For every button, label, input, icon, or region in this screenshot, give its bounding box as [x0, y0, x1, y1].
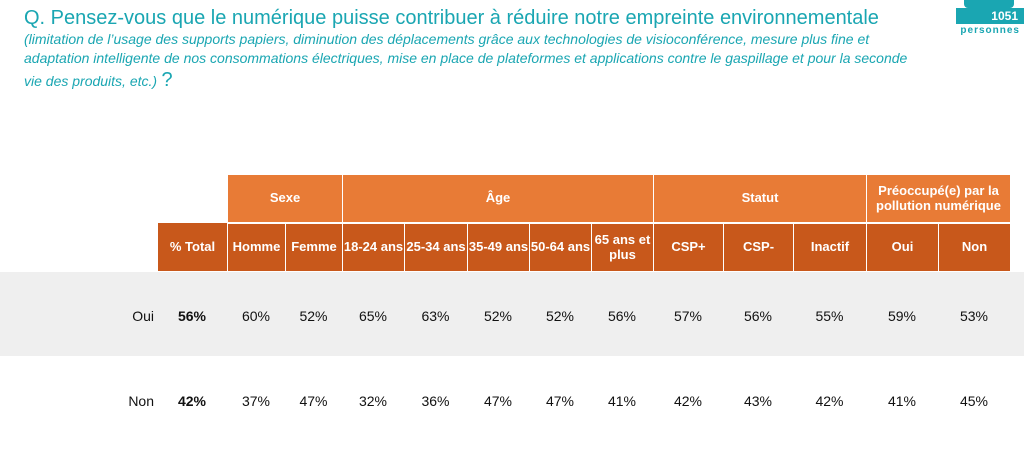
column-header: Oui [866, 223, 938, 271]
cell-value: 55% [815, 308, 844, 324]
cell-value: 32% [358, 393, 388, 409]
cell-value: 43% [743, 393, 773, 409]
cell-value: 45% [959, 393, 989, 409]
cell-value: 56% [743, 308, 773, 324]
column-header: 18-24 ans [342, 223, 404, 271]
row-band-oui [0, 272, 1024, 356]
cell-value: 42% [815, 393, 844, 409]
row-label: Oui [132, 308, 154, 324]
cell-value: 47% [545, 393, 575, 409]
cell-value: 36% [421, 393, 450, 409]
cell-value: 52% [299, 308, 328, 324]
cell-value: 47% [483, 393, 513, 409]
people-icon [964, 0, 1014, 8]
column-header: CSP+ [653, 223, 723, 271]
cell-value: 59% [887, 308, 917, 324]
cell-value: 65% [358, 308, 388, 324]
column-header: CSP- [723, 223, 793, 271]
question-parenthetical: (limitation de l’usage des supports papi… [24, 31, 908, 90]
group-header: Âge [342, 175, 653, 222]
cell-value: 41% [607, 393, 637, 409]
column-header: 25-34 ans [404, 223, 467, 271]
total-value: 56% [177, 308, 207, 324]
column-header: Non [938, 223, 1010, 271]
question-text: Q. Pensez-vous que le numérique puisse c… [24, 6, 909, 92]
sample-size-count: 1051 [956, 8, 1024, 24]
cell-value: 63% [421, 308, 450, 324]
group-header: Statut [653, 175, 866, 222]
cell-value: 47% [299, 393, 328, 409]
cell-value: 57% [673, 308, 703, 324]
group-header: Sexe [227, 175, 342, 222]
column-header: Femme [285, 223, 342, 271]
cell-value: 52% [483, 308, 513, 324]
column-header: 50-64 ans [529, 223, 591, 271]
cell-value: 37% [241, 393, 271, 409]
column-header: Inactif [793, 223, 866, 271]
cell-value: 56% [607, 308, 637, 324]
total-value: 42% [177, 393, 207, 409]
cell-value: 53% [959, 308, 989, 324]
row-label: Non [128, 393, 154, 409]
sample-size-label: personnes [960, 25, 1020, 36]
column-header: 65 ans et plus [591, 223, 653, 271]
column-header: Homme [227, 223, 285, 271]
question-mark: ? [161, 69, 173, 92]
cell-value: 42% [673, 393, 703, 409]
group-header: Préoccupé(e) par la pollution numérique [866, 175, 1010, 222]
cell-value: 41% [887, 393, 917, 409]
column-header: 35-49 ans [467, 223, 529, 271]
total-column-header: % Total [157, 223, 227, 271]
cell-value: 52% [545, 308, 575, 324]
sample-size-badge: 1051 personnes [936, 0, 1024, 40]
cell-value: 60% [241, 308, 271, 324]
question-main: Q. Pensez-vous que le numérique puisse c… [24, 7, 879, 29]
